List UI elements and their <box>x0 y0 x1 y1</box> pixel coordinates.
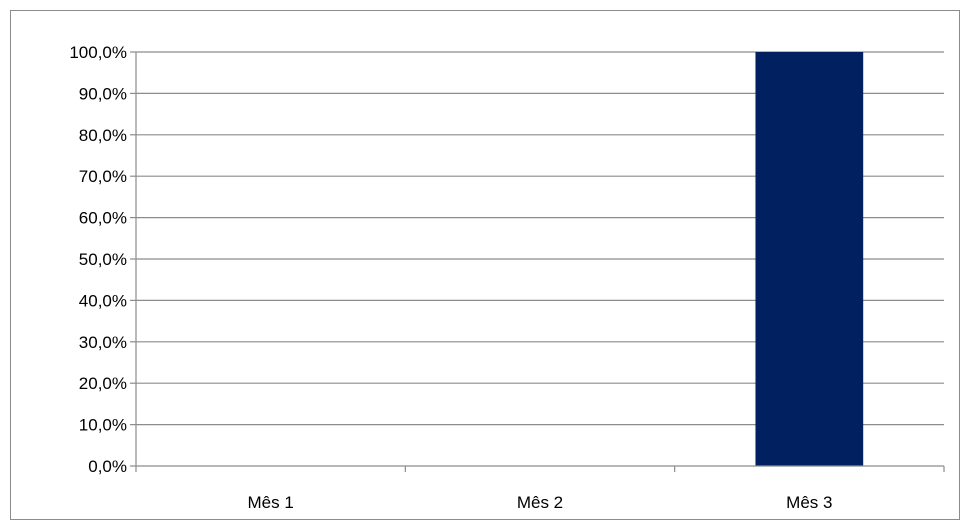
y-tick-label: 20,0% <box>79 374 127 393</box>
x-tick-label: Mês 1 <box>248 493 294 512</box>
y-tick-labels: 0,0% 10,0% 20,0% 30,0% 40,0% 50,0% 60,0% 70,0% 8… <box>69 43 127 476</box>
y-tick-label: 50,0% <box>79 250 127 269</box>
x-tick-labels: Mês 1 Mês 2 Mês 3 <box>248 493 833 512</box>
bar-3 <box>755 52 864 466</box>
y-tick-label: 60,0% <box>79 209 127 228</box>
y-tick-label: 0,0% <box>88 457 127 476</box>
bars <box>755 52 864 466</box>
y-tick-label: 70,0% <box>79 167 127 186</box>
y-tick-label: 90,0% <box>79 84 127 103</box>
y-tick-label: 80,0% <box>79 126 127 145</box>
x-tick-label: Mês 3 <box>786 493 832 512</box>
x-tick-label: Mês 2 <box>517 493 563 512</box>
y-tick-label: 40,0% <box>79 291 127 310</box>
axes <box>130 51 945 472</box>
y-tick-label: 30,0% <box>79 333 127 352</box>
y-tick-label: 100,0% <box>69 43 127 62</box>
y-tick-label: 10,0% <box>79 416 127 435</box>
